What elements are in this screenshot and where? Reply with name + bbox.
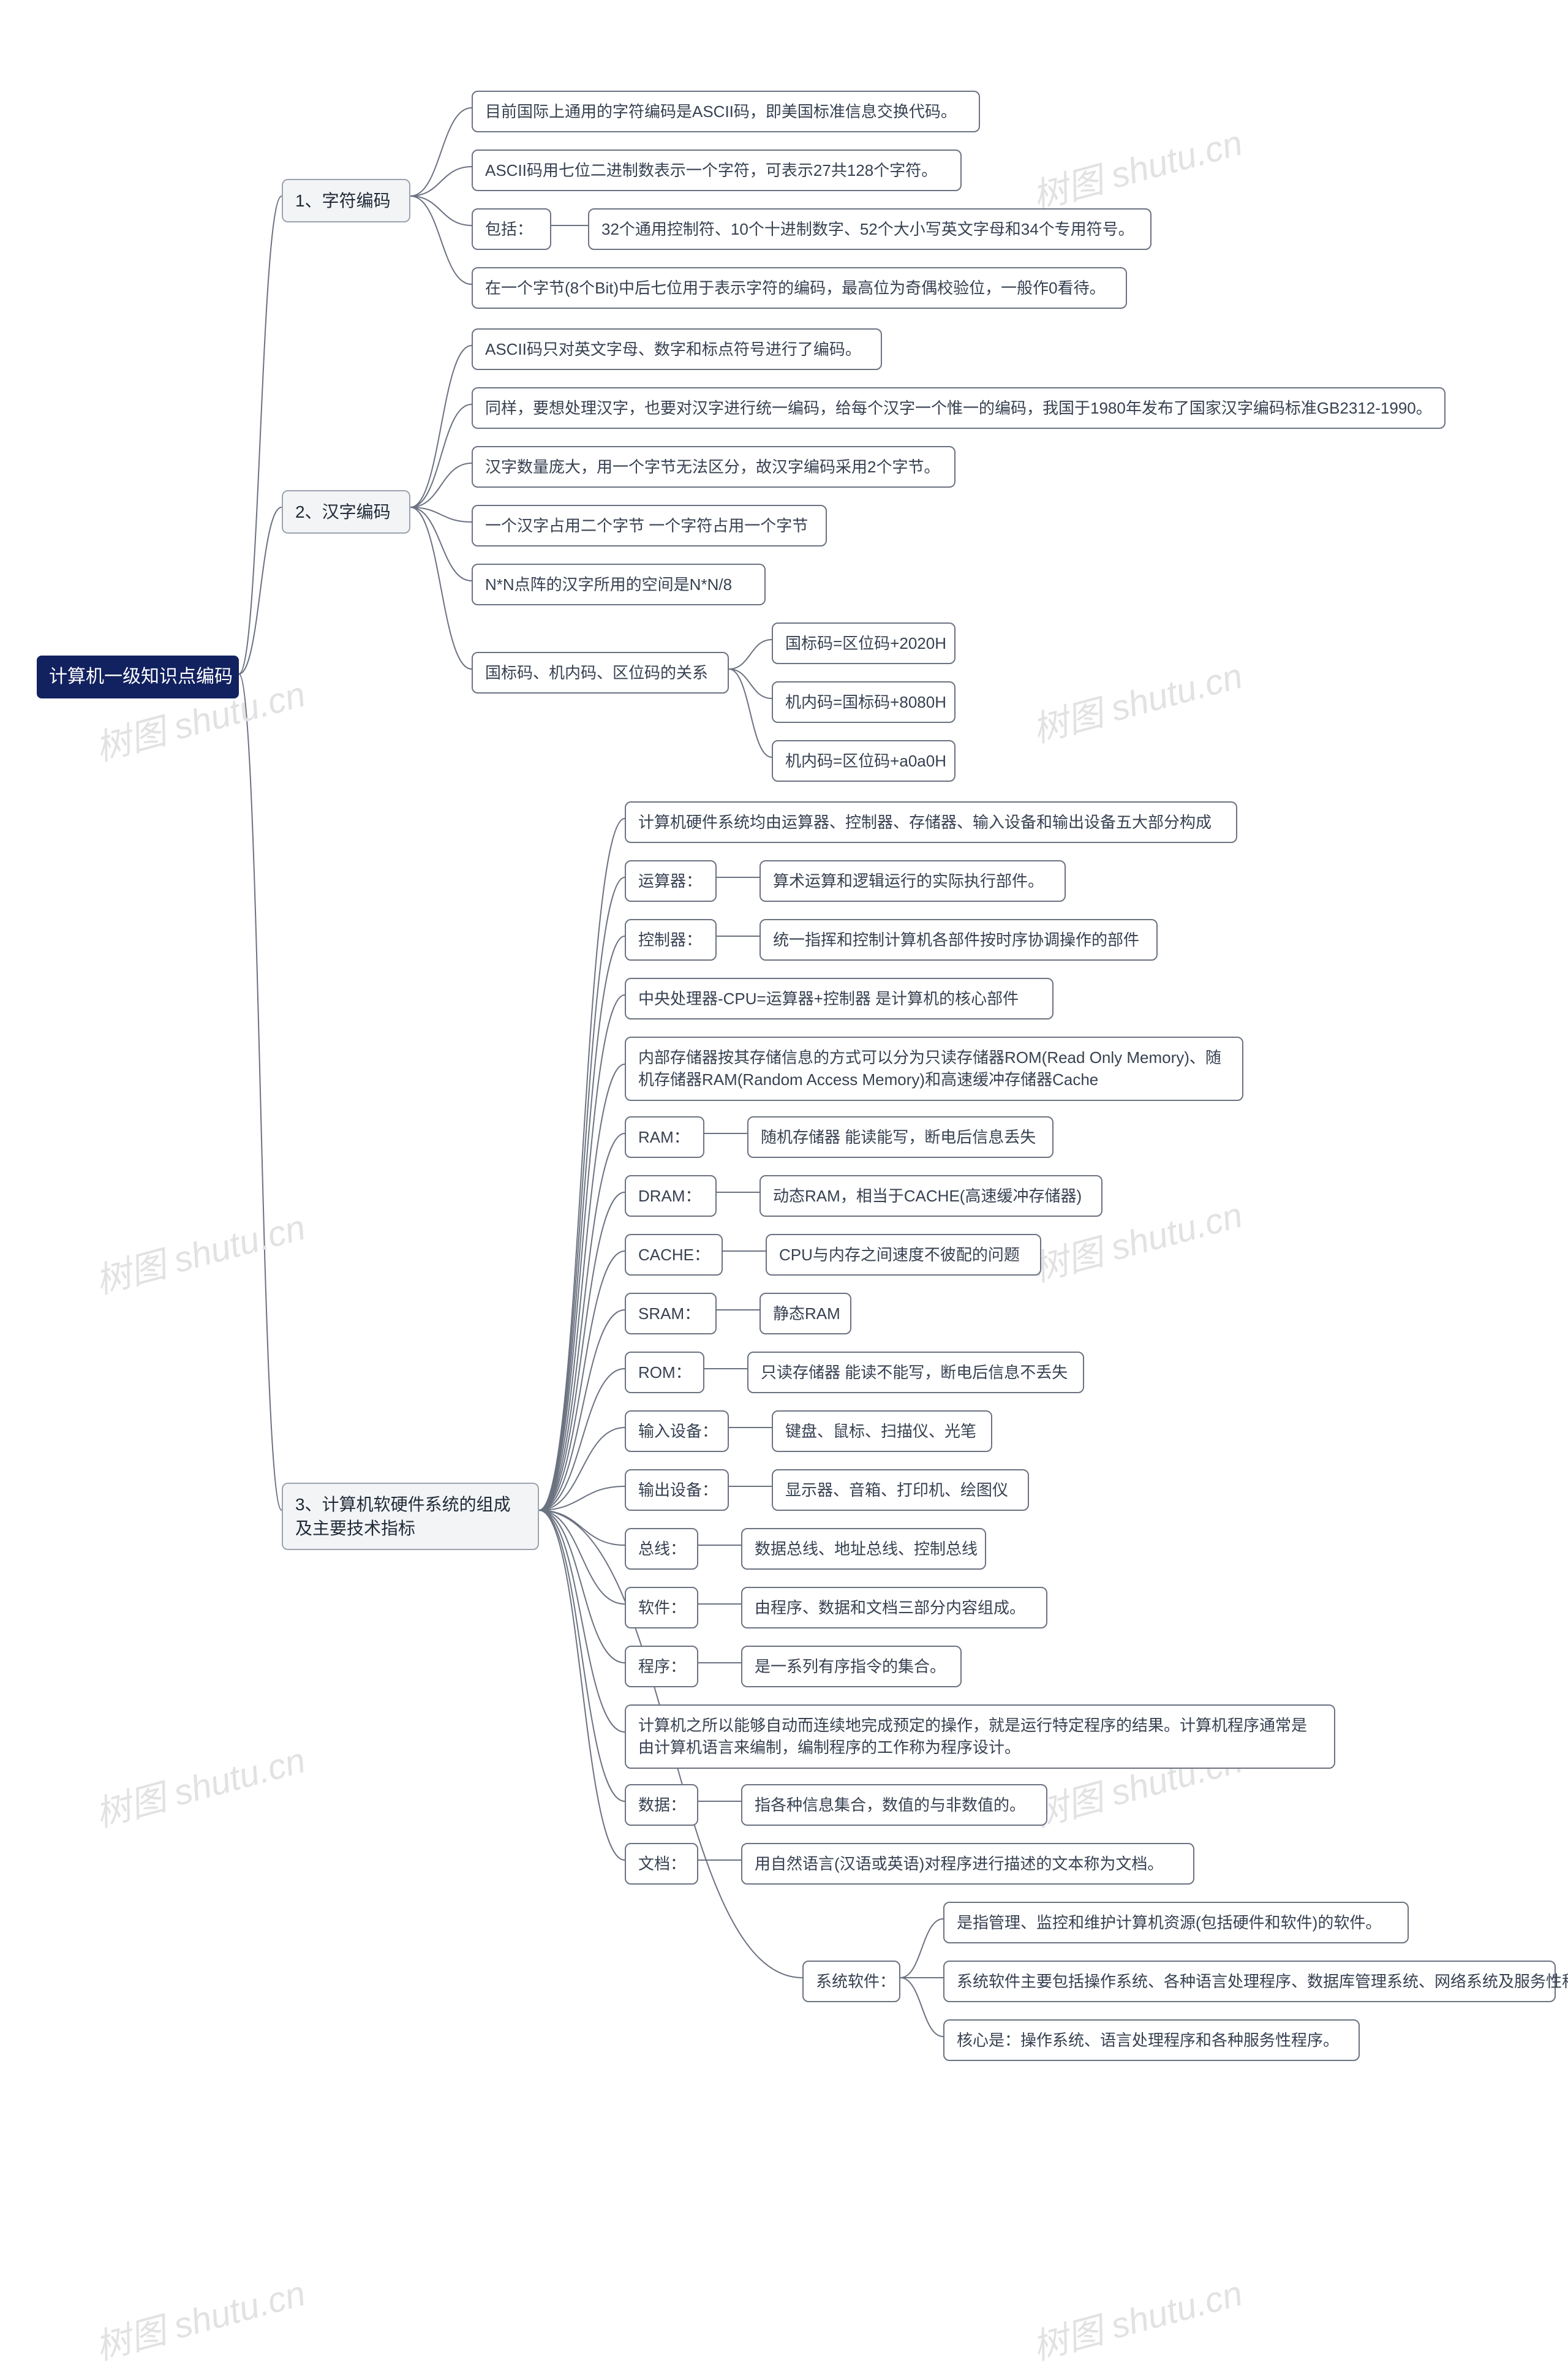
node-b2c6: 国标码、机内码、区位码的关系 [472,652,729,694]
node-b2c1: ASCII码只对英文字母、数字和标点符号进行了编码。 [472,328,882,370]
node-b3c11: 输入设备： [625,1410,729,1452]
watermark: 树图 shutu.cn [89,1198,310,1304]
node-b3c2: 运算器： [625,860,717,902]
node-b3c10a: 只读存储器 能读不能写，断电后信息不丢失 [747,1352,1084,1393]
node-b3c3: 控制器： [625,919,717,961]
node-b3c13a: 数据总线、地址总线、控制总线 [741,1528,986,1570]
node-b3c18a: 用自然语言(汉语或英语)对程序进行描述的文本称为文档。 [741,1843,1194,1885]
node-b3c7a: 动态RAM，相当于CACHE(高速缓冲存储器) [760,1175,1102,1217]
node-n0: 计算机一级知识点编码 [37,656,239,698]
node-b3c6a: 随机存储器 能读能写，断电后信息丢失 [747,1116,1054,1158]
watermark: 树图 shutu.cn [89,2264,310,2370]
node-b3c17a: 指各种信息集合，数值的与非数值的。 [741,1784,1047,1826]
node-b3c6: RAM： [625,1116,704,1158]
node-b3c19a: 是指管理、监控和维护计算机资源(包括硬件和软件)的软件。 [943,1902,1409,1943]
node-b1c4: 在一个字节(8个Bit)中后七位用于表示字符的编码，最高位为奇偶校验位，一般作0… [472,267,1127,309]
node-b1c3a: 32个通用控制符、10个十进制数字、52个大小写英文字母和34个专用符号。 [588,208,1152,250]
watermark: 树图 shutu.cn [1026,114,1247,219]
node-b3c8: CACHE： [625,1234,723,1276]
node-b2c3: 汉字数量庞大，用一个字节无法区分，故汉字编码采用2个字节。 [472,446,956,488]
node-b3c14: 软件： [625,1587,698,1628]
node-b3c12: 输出设备： [625,1469,729,1511]
node-b3c12a: 显示器、音箱、打印机、绘图仪 [772,1469,1029,1511]
node-b3c4: 中央处理器-CPU=运算器+控制器 是计算机的核心部件 [625,978,1054,1019]
node-b3c19b: 系统软件主要包括操作系统、各种语言处理程序、数据库管理系统、网络系统及服务性程序… [943,1961,1556,2002]
node-b3c19c: 核心是：操作系统、语言处理程序和各种服务性程序。 [943,2019,1360,2061]
node-b3: 3、计算机软硬件系统的组成及主要技术指标 [282,1483,539,1550]
node-b3c7: DRAM： [625,1175,717,1217]
node-b1c1: 目前国际上通用的字符编码是ASCII码，即美国标准信息交换代码。 [472,91,980,132]
node-b2c6a: 国标码=区位码+2020H [772,622,956,664]
node-b2c4: 一个汉字占用二个字节 一个字符占用一个字节 [472,505,827,547]
node-b3c2a: 算术运算和逻辑运行的实际执行部件。 [760,860,1066,902]
node-b3c1: 计算机硬件系统均由运算器、控制器、存储器、输入设备和输出设备五大部分构成 [625,801,1237,843]
watermark: 树图 shutu.cn [1026,2264,1247,2370]
node-b3c3a: 统一指挥和控制计算机各部件按时序协调操作的部件 [760,919,1158,961]
watermark: 树图 shutu.cn [89,1731,310,1837]
node-b3c19: 系统软件： [802,1961,900,2002]
watermark: 树图 shutu.cn [1026,647,1247,752]
node-b3c15: 程序： [625,1646,698,1687]
node-b3c18: 文档： [625,1843,698,1885]
node-b3c11a: 键盘、鼠标、扫描仪、光笔 [772,1410,992,1452]
node-b1: 1、字符编码 [282,179,410,222]
node-b3c17: 数据： [625,1784,698,1826]
node-b3c5: 内部存储器按其存储信息的方式可以分为只读存储器ROM(Read Only Mem… [625,1037,1243,1101]
node-b3c9a: 静态RAM [760,1293,851,1334]
node-b3c14a: 由程序、数据和文档三部分内容组成。 [741,1587,1047,1628]
node-b2: 2、汉字编码 [282,490,410,534]
node-b1c2: ASCII码用七位二进制数表示一个字符，可表示27共128个字符。 [472,149,962,191]
node-b2c6c: 机内码=区位码+a0a0H [772,740,956,782]
node-b3c9: SRAM： [625,1293,717,1334]
node-b3c16: 计算机之所以能够自动而连续地完成预定的操作，就是运行特定程序的结果。计算机程序通… [625,1704,1335,1769]
node-b1c3: 包括： [472,208,551,250]
node-b2c2: 同样，要想处理汉字，也要对汉字进行统一编码，给每个汉字一个惟一的编码，我国于19… [472,387,1446,429]
node-b3c10: ROM： [625,1352,704,1393]
node-b3c8a: CPU与内存之间速度不彼配的问题 [766,1234,1041,1276]
node-b3c15a: 是一系列有序指令的集合。 [741,1646,962,1687]
node-b2c6b: 机内码=国标码+8080H [772,681,956,723]
node-b3c13: 总线： [625,1528,698,1570]
node-b2c5: N*N点阵的汉字所用的空间是N*N/8 [472,564,766,605]
